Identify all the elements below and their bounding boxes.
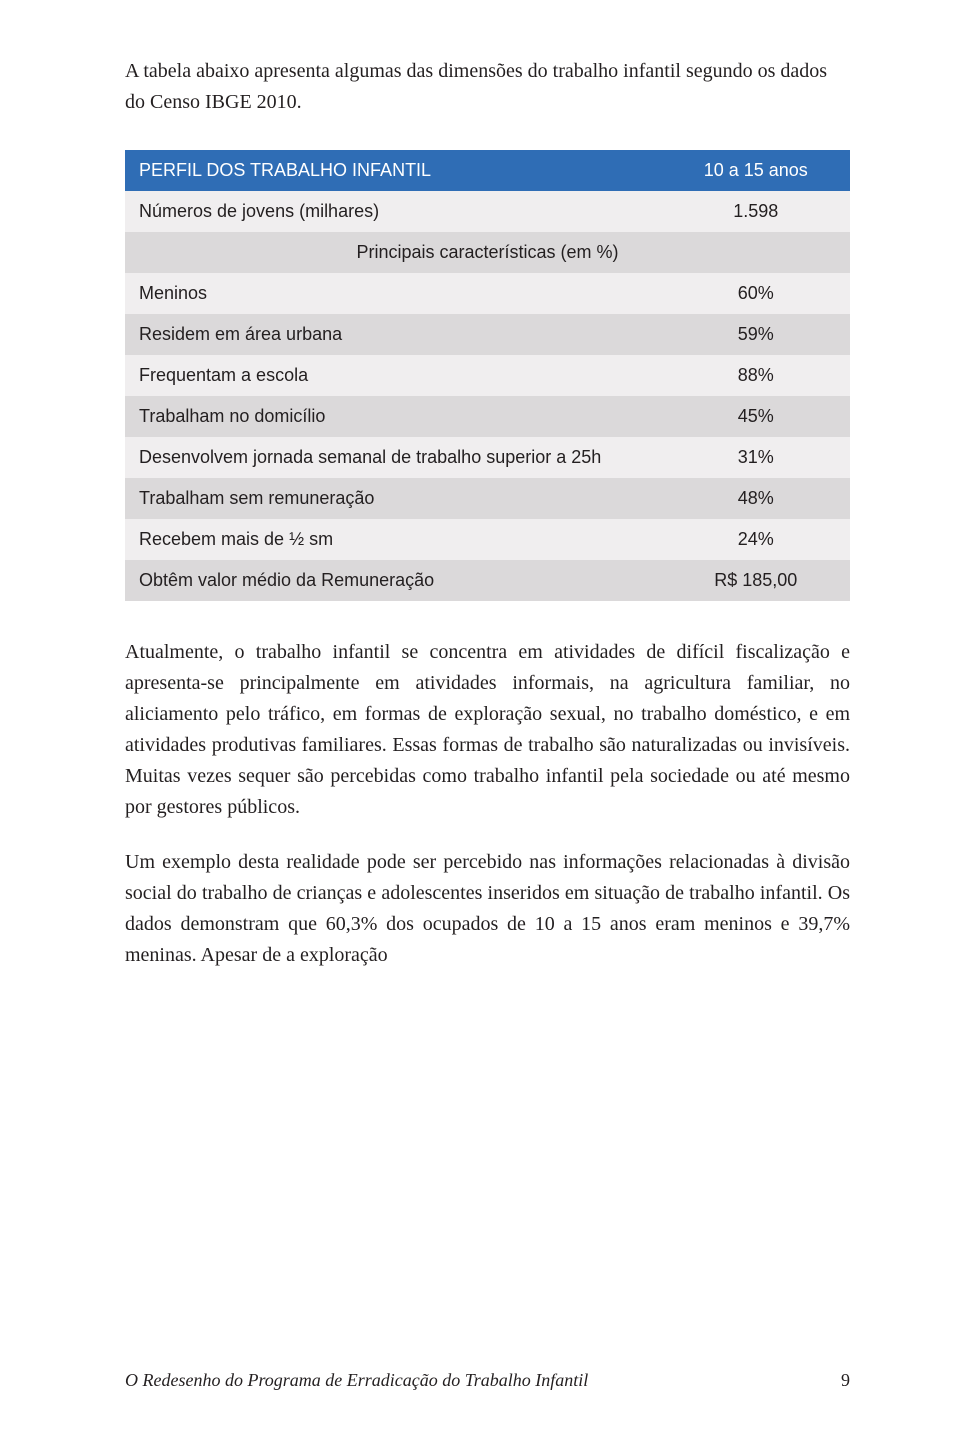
table-row-value: 59% bbox=[662, 314, 851, 355]
table-header-value: 10 a 15 anos bbox=[662, 150, 851, 191]
table-section-row: Principais características (em %) bbox=[125, 232, 850, 273]
page-footer: O Redesenho do Programa de Erradicação d… bbox=[125, 1370, 850, 1391]
table-row-label: Desenvolvem jornada semanal de trabalho … bbox=[125, 437, 662, 478]
table-row-label: Residem em área urbana bbox=[125, 314, 662, 355]
table-row-label: Trabalham sem remuneração bbox=[125, 478, 662, 519]
perfil-table: PERFIL DOS TRABALHO INFANTIL 10 a 15 ano… bbox=[125, 150, 850, 601]
paragraph-1: Atualmente, o trabalho infantil se conce… bbox=[125, 637, 850, 823]
paragraph-2: Um exemplo desta realidade pode ser perc… bbox=[125, 847, 850, 971]
table-row-label: Meninos bbox=[125, 273, 662, 314]
footer-title: O Redesenho do Programa de Erradicação d… bbox=[125, 1370, 588, 1391]
table-subrow: Números de jovens (milhares) 1.598 bbox=[125, 191, 850, 232]
table-row-label: Recebem mais de ½ sm bbox=[125, 519, 662, 560]
table-row-value: R$ 185,00 bbox=[662, 560, 851, 601]
body-text: Atualmente, o trabalho infantil se conce… bbox=[125, 637, 850, 971]
table-row: Frequentam a escola88% bbox=[125, 355, 850, 396]
table-row: Trabalham no domicílio45% bbox=[125, 396, 850, 437]
table-sub-value: 1.598 bbox=[662, 191, 851, 232]
table-row: Residem em área urbana59% bbox=[125, 314, 850, 355]
table-header-label: PERFIL DOS TRABALHO INFANTIL bbox=[125, 150, 662, 191]
table-row-value: 45% bbox=[662, 396, 851, 437]
table-header-row: PERFIL DOS TRABALHO INFANTIL 10 a 15 ano… bbox=[125, 150, 850, 191]
table-row: Desenvolvem jornada semanal de trabalho … bbox=[125, 437, 850, 478]
table-row: Recebem mais de ½ sm24% bbox=[125, 519, 850, 560]
table-row-label: Trabalham no domicílio bbox=[125, 396, 662, 437]
table-row-value: 31% bbox=[662, 437, 851, 478]
table-row-label: Obtêm valor médio da Remuneração bbox=[125, 560, 662, 601]
table-row-value: 24% bbox=[662, 519, 851, 560]
table-row-label: Frequentam a escola bbox=[125, 355, 662, 396]
table-section-label: Principais características (em %) bbox=[125, 232, 850, 273]
table-row-value: 88% bbox=[662, 355, 851, 396]
table-row: Obtêm valor médio da RemuneraçãoR$ 185,0… bbox=[125, 560, 850, 601]
table-row: Trabalham sem remuneração48% bbox=[125, 478, 850, 519]
table-row-value: 60% bbox=[662, 273, 851, 314]
table-row-value: 48% bbox=[662, 478, 851, 519]
table-row: Meninos60% bbox=[125, 273, 850, 314]
intro-paragraph: A tabela abaixo apresenta algumas das di… bbox=[125, 56, 850, 118]
footer-page-number: 9 bbox=[841, 1370, 850, 1391]
table-sub-label: Números de jovens (milhares) bbox=[125, 191, 662, 232]
